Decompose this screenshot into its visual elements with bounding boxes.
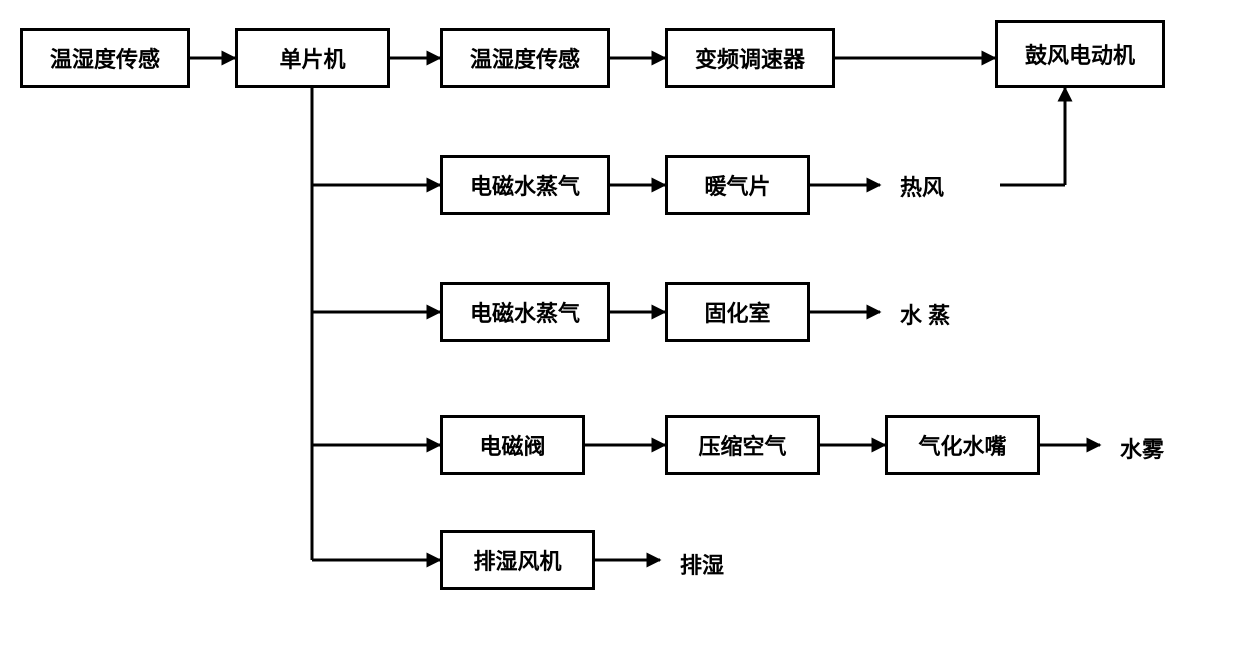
label-mist: 水雾 xyxy=(1120,432,1164,464)
node-steam-valve-1: 电磁水蒸气 xyxy=(440,155,610,215)
node-mcu: 单片机 xyxy=(235,28,390,88)
label-dehumid: 排湿 xyxy=(680,548,724,580)
node-vfd: 变频调速器 xyxy=(665,28,835,88)
node-curing-chamber: 固化室 xyxy=(665,282,810,342)
node-sensor-1: 温湿度传感 xyxy=(20,28,190,88)
node-atomizer: 气化水嘴 xyxy=(885,415,1040,475)
label-steam: 水 蒸 xyxy=(900,298,950,330)
node-radiator: 暖气片 xyxy=(665,155,810,215)
node-compressed-air: 压缩空气 xyxy=(665,415,820,475)
label-hot-air: 热风 xyxy=(900,170,944,202)
edge-layer xyxy=(0,0,1240,662)
node-solenoid: 电磁阀 xyxy=(440,415,585,475)
node-dehumid-fan: 排湿风机 xyxy=(440,530,595,590)
node-blower-motor: 鼓风电动机 xyxy=(995,20,1165,88)
node-sensor-2: 温湿度传感 xyxy=(440,28,610,88)
node-steam-valve-2: 电磁水蒸气 xyxy=(440,282,610,342)
